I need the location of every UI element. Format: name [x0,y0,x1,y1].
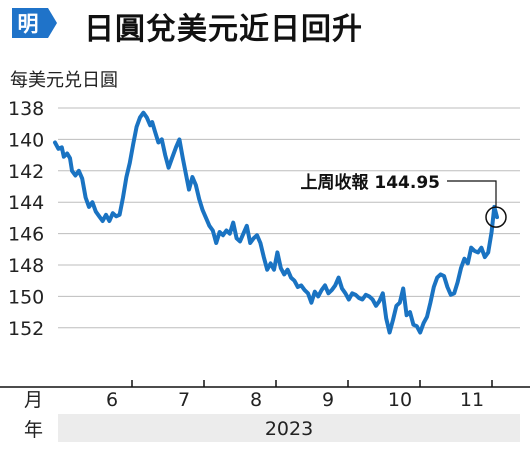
x-month-label: 8 [250,389,262,411]
series-line [53,110,499,335]
y-gridlines [58,107,520,329]
annotation-label: 上周收報 144.95 [300,172,440,193]
x-month-label: 10 [388,389,412,411]
unit-label: 每美元兑日圓 [10,70,118,91]
logo-char: 明 [18,12,39,36]
y-tick-label: 144 [8,192,44,214]
x-month-labels: 6789101112 [106,389,484,411]
y-tick-label: 148 [8,255,44,277]
x-month-label: 7 [178,389,190,411]
y-tick-labels: 138 140 142 144 146 148 150 152 [8,98,44,340]
y-tick-label: 150 [8,286,44,308]
year-axis-label: 年 [24,419,43,441]
year-band [58,414,520,442]
ming-pao-logo: 明 [12,8,57,38]
annotation-leader-line [447,180,497,208]
month-axis-label: 月 [24,389,43,411]
x-month-label: 6 [106,389,118,411]
y-tick-label: 140 [8,129,44,151]
y-tick-label: 152 [8,318,44,340]
chart-title: 日圓兌美元近日回升 [84,12,363,47]
y-tick-label: 146 [8,224,44,246]
y-tick-label: 142 [8,161,44,183]
x-month-ticks [131,380,493,387]
x-month-label: 11 [460,389,484,411]
y-tick-label: 138 [8,98,44,120]
year-label: 2023 [265,418,313,440]
x-month-label: 9 [322,389,334,411]
